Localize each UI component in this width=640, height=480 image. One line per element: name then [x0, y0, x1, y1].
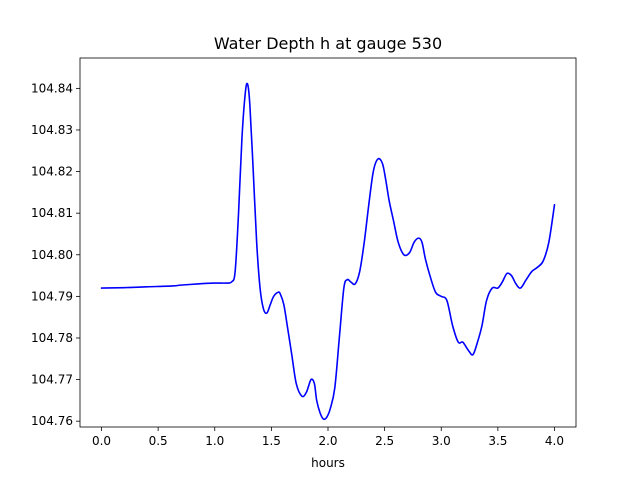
x-axis-label: hours	[311, 456, 345, 470]
y-tick-label: 104.79	[31, 289, 73, 303]
y-tick-label: 104.76	[31, 414, 73, 428]
y-tick-label: 104.80	[31, 248, 73, 262]
chart-title: Water Depth h at gauge 530	[214, 34, 442, 53]
x-tick-label: 2.0	[318, 434, 337, 448]
x-tick-label: 4.0	[545, 434, 564, 448]
y-tick-label: 104.81	[31, 206, 73, 220]
x-tick-label: 3.5	[488, 434, 507, 448]
y-axis-ticks: 104.76 104.77 104.78 104.79 104.80 104.81 104.…	[31, 81, 80, 428]
series-line-water-depth	[100, 82, 556, 421]
y-tick-label: 104.82	[31, 165, 73, 179]
x-tick-label: 1.5	[262, 434, 281, 448]
plot-area	[80, 58, 576, 427]
y-tick-label: 104.84	[31, 81, 73, 95]
x-tick-label: 3.0	[432, 434, 451, 448]
x-tick-label: 2.5	[375, 434, 394, 448]
y-tick-label: 104.77	[31, 373, 73, 387]
x-axis-ticks: 0.0 0.5 1.0 1.5 2.0 2.5 3.0 3.5 4.0	[92, 427, 564, 448]
x-tick-label: 0.5	[149, 434, 168, 448]
y-tick-label: 104.78	[31, 331, 73, 345]
x-tick-label: 1.0	[205, 434, 224, 448]
y-tick-label: 104.83	[31, 123, 73, 137]
x-tick-label: 0.0	[92, 434, 111, 448]
plot-frame	[79, 57, 577, 428]
